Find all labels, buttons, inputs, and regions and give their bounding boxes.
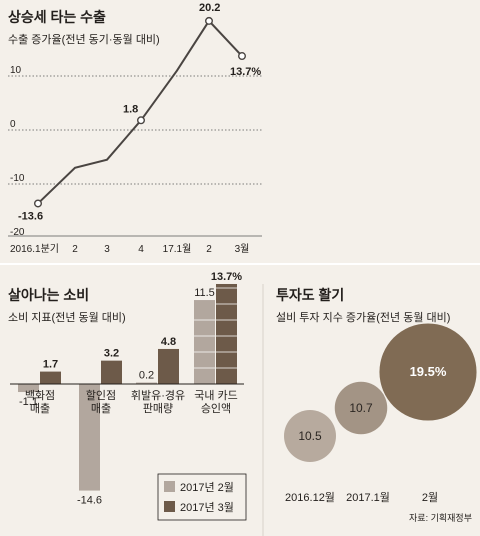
x-tick-label: 2016.1분기 <box>10 243 59 255</box>
consumption-category-label: 백화점 <box>25 389 55 402</box>
consumption-bar <box>216 283 237 384</box>
x-tick-label: 2 <box>72 244 78 255</box>
consumption-bars <box>18 283 237 491</box>
legend-label: 2017년 2월 <box>180 481 234 494</box>
x-tick-label: 2 <box>206 244 212 255</box>
x-tick-label: 17.1월 <box>163 243 192 255</box>
consumption-category-label: 휘발유·경유 <box>131 389 185 402</box>
export-point-label: -13.6 <box>18 210 43 222</box>
consumption-category-label: 매출 <box>91 402 111 415</box>
export-chart-subtitle: 수출 증가율(전년 동기·동월 대비) <box>8 33 160 46</box>
investment-category-label: 2017.1월 <box>346 491 390 504</box>
investment-bubble-chart: 투자도 활기 설비 투자 지수 증가율(전년 동월 대비) 10.5 10.7 19… <box>276 287 477 523</box>
export-point-marker <box>34 199 43 208</box>
investment-bubble <box>334 381 388 435</box>
export-markers <box>34 16 246 208</box>
legend-swatch <box>164 501 175 512</box>
consumption-bar <box>194 300 215 384</box>
consumption-bar-label: 0.2 <box>139 370 154 382</box>
export-data-labels: -13.6 1.8 20.2 13.7% <box>18 2 261 223</box>
investment-chart-title: 투자도 활기 <box>276 287 344 303</box>
consumption-category-label: 승인액 <box>201 402 231 415</box>
export-point-label: 13.7% <box>230 66 261 78</box>
consumption-category-label: 판매량 <box>143 402 173 415</box>
investment-category-labels: 2016.12월 2017.1월 2월 <box>285 491 438 504</box>
investment-bubble-label: 19.5% <box>410 364 447 379</box>
export-grid <box>8 75 262 237</box>
consumption-bar <box>101 360 122 384</box>
y-tick-label: -10 <box>10 173 25 184</box>
consumption-bar-label: 13.7% <box>211 271 242 283</box>
investment-bubbles: 10.5 10.7 19.5% <box>284 323 477 462</box>
export-chart-title: 상승세 타는 수출 <box>8 9 106 25</box>
consumption-bar <box>18 384 39 393</box>
consumption-category-label: 매출 <box>30 402 50 415</box>
export-point-marker <box>204 16 213 25</box>
consumption-bar-label: 4.8 <box>161 336 176 348</box>
y-tick-label: -20 <box>10 227 25 238</box>
y-tick-label: 10 <box>10 65 22 76</box>
legend-swatch <box>164 481 175 492</box>
x-tick-label: 3월 <box>235 243 250 255</box>
export-y-ticks: 10 0 -10 -20 <box>10 65 25 238</box>
consumption-bar-label: 1.7 <box>43 359 58 371</box>
legend-label: 2017년 3월 <box>180 501 234 514</box>
investment-bubble <box>284 410 336 462</box>
consumption-bar <box>136 382 157 384</box>
consumption-bar-label: 3.2 <box>104 348 119 360</box>
consumption-bar-label: -14.6 <box>77 495 102 507</box>
consumption-bar <box>158 348 179 384</box>
investment-category-label: 2월 <box>422 491 438 504</box>
export-point-label: 20.2 <box>199 2 220 14</box>
investment-chart-subtitle: 설비 투자 지수 증가율(전년 동월 대비) <box>276 311 450 324</box>
consumption-legend: 2017년 2월 2017년 3월 <box>157 473 247 521</box>
consumption-value-labels: -1.1 -14.6 0.2 11.5 1.7 3.2 4.8 13.7% <box>19 271 242 507</box>
consumption-bar-label: 11.5 <box>194 287 215 299</box>
investment-bubble <box>379 323 477 421</box>
investment-bubble-label: 10.7 <box>349 401 373 415</box>
export-point-marker <box>237 52 246 61</box>
investment-category-label: 2016.12월 <box>285 491 335 504</box>
consumption-bar <box>40 371 61 384</box>
export-point-marker <box>136 116 145 125</box>
investment-bubble-label: 10.5 <box>298 429 322 443</box>
consumption-bar <box>79 384 100 491</box>
consumption-chart-title: 살아나는 소비 <box>8 287 89 303</box>
consumption-category-label: 국내 카드 <box>194 389 238 402</box>
consumption-bar-chart: 살아나는 소비 소비 지표(전년 동월 대비) -1.1 -14.6 0.2 11.5… <box>8 271 247 521</box>
x-tick-label: 4 <box>138 244 144 255</box>
export-point-label: 1.8 <box>123 103 138 115</box>
consumption-bar-label: -1.1 <box>19 396 38 408</box>
y-tick-label: 0 <box>10 119 16 130</box>
source-note: 자료: 기획재정부 <box>409 512 472 523</box>
consumption-chart-subtitle: 소비 지표(전년 동월 대비) <box>8 311 126 324</box>
consumption-category-label: 할인점 <box>86 389 116 402</box>
x-tick-label: 3 <box>104 244 110 255</box>
export-line-chart: 상승세 타는 수출 수출 증가율(전년 동기·동월 대비) 100-10-20 … <box>8 2 262 255</box>
export-x-ticks: 2016.1분기 2 3 4 17.1월 2 3월 <box>10 243 249 255</box>
